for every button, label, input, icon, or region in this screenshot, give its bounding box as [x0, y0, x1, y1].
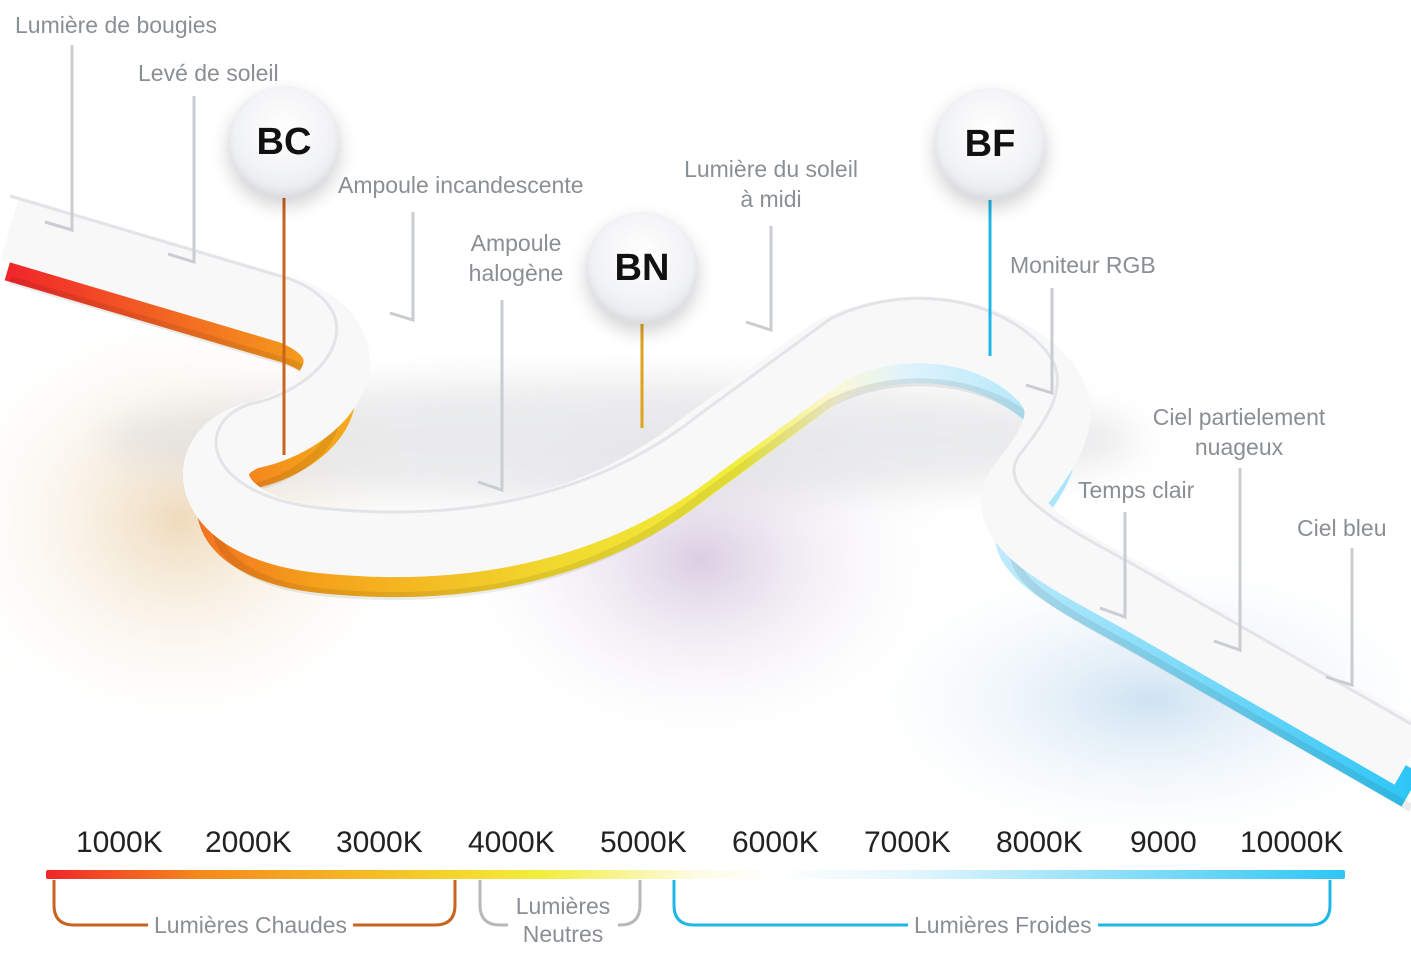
label-clear-weather: Temps clair [1078, 477, 1195, 503]
range-warm-label: Lumières Chaudes [148, 911, 354, 939]
label-incandescent-bulb: Ampoule incandescente [338, 172, 584, 198]
tick-label: 2000K [205, 826, 292, 859]
label-blue-sky: Ciel bleu [1297, 515, 1387, 541]
label-cloudy-line-2: nuageux [1194, 434, 1284, 460]
tick-label: 4000K [468, 826, 555, 859]
ribbon-top-edge [9, 194, 1411, 726]
temperature-bar [46, 870, 1345, 879]
ribbon-shadow [100, 380, 1140, 500]
cold-glow [830, 540, 1411, 860]
range-neutral-line-2: Neutres [522, 921, 604, 947]
callout-cloudy [1213, 468, 1242, 653]
tick-label: 5000K [600, 826, 687, 859]
badge-warm-white: BC [228, 86, 340, 198]
ribbon [0, 194, 1411, 812]
callout-noon [745, 226, 773, 333]
tick-label: 3000K [336, 826, 423, 859]
label-halogen-line-1: Ampoule [470, 230, 562, 256]
range-neutral-line-1: Lumières [515, 893, 611, 919]
tick-label: 7000K [864, 826, 951, 859]
tick-label: 1000K [76, 826, 163, 859]
label-partly-cloudy-sky: Ciel partielement nuageux [1138, 402, 1340, 462]
label-cloudy-line-1: Ciel partielement [1152, 404, 1326, 430]
callout-bluesky [1325, 548, 1354, 688]
label-sunrise: Levé de soleil [138, 60, 279, 86]
callout-halogen [477, 300, 504, 493]
range-neutral-label: Lumières Neutres [508, 892, 618, 948]
tick-label: 8000K [996, 826, 1083, 859]
label-halogen-line-2: halogène [468, 260, 564, 286]
label-noon-sunlight: Lumière du soleil à midi [671, 154, 871, 214]
tick-label: 10000K [1240, 826, 1344, 859]
callout-incandescent [389, 212, 415, 323]
label-noon-line-1: Lumière du soleil [684, 156, 858, 182]
callout-candle [44, 45, 74, 233]
label-rgb-monitor: Moniteur RGB [1010, 252, 1156, 278]
badge-cold-white: BF [934, 88, 1046, 200]
label-halogen-bulb: Ampoule halogène [450, 228, 582, 288]
label-candle-light: Lumière de bougies [15, 12, 218, 38]
callout-rgb [1025, 288, 1054, 396]
range-cold-label: Lumières Froides [908, 911, 1098, 939]
tick-label: 9000 [1130, 826, 1197, 859]
callout-clear [1099, 512, 1127, 620]
label-noon-line-2: à midi [740, 186, 802, 212]
callout-lines [44, 45, 1354, 688]
tick-label: 6000K [732, 826, 819, 859]
badge-neutral-white: BN [586, 212, 698, 324]
callout-sunrise [167, 96, 196, 265]
